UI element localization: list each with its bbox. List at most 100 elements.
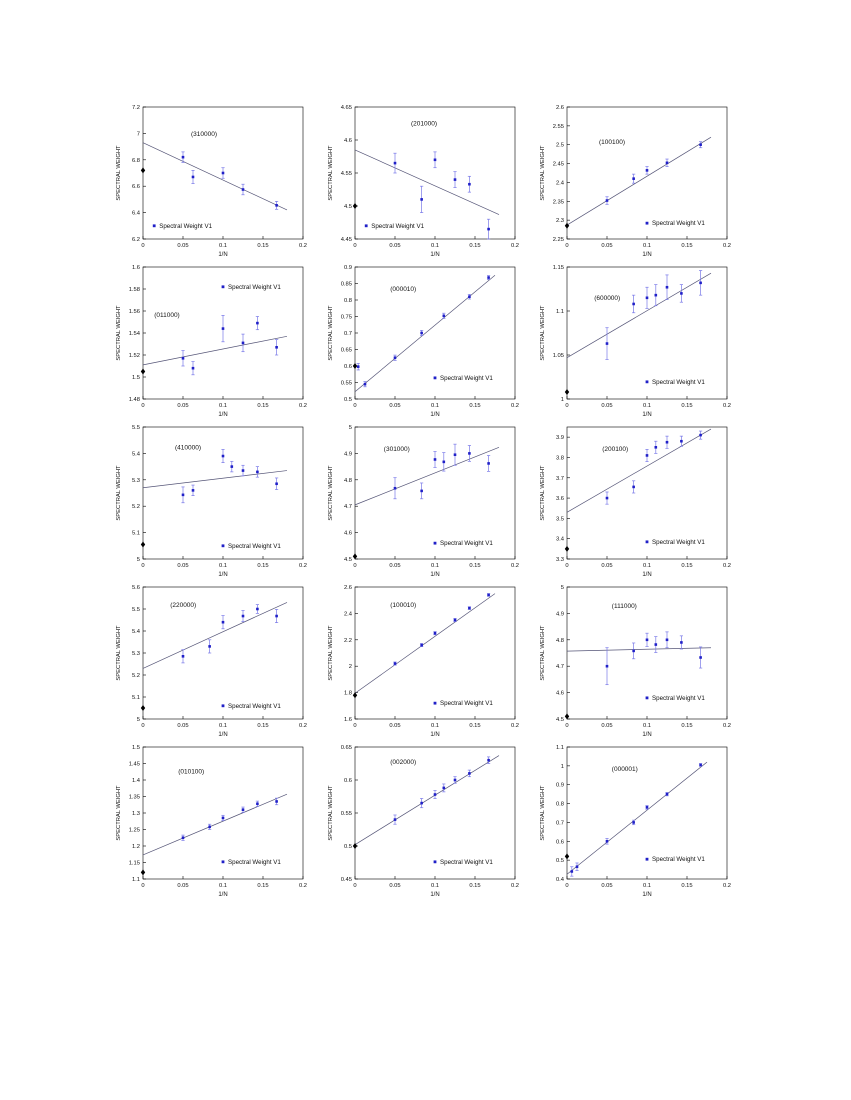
y-axis-label: SPECTRAL WEIGHT xyxy=(116,465,122,521)
data-point xyxy=(442,460,446,464)
y-tick-label: 4.7 xyxy=(556,664,564,670)
y-tick-label: 0.6 xyxy=(556,839,564,845)
diamond-marker xyxy=(352,203,358,209)
data-point xyxy=(680,292,683,295)
y-tick-label: 1.35 xyxy=(129,795,140,801)
fit-line xyxy=(566,647,712,652)
data-point xyxy=(420,801,423,805)
legend-label: Spectral Weight V1 xyxy=(228,859,281,866)
diamond-marker xyxy=(352,843,358,849)
y-axis-label: SPECTRAL WEIGHT xyxy=(116,785,122,841)
subplot-annotation: (200100) xyxy=(602,446,628,453)
data-point xyxy=(275,614,278,618)
subplot-annotation: (220000) xyxy=(170,602,196,609)
x-tick-label: 0.05 xyxy=(601,403,612,409)
y-tick-label: 0.9 xyxy=(344,265,352,271)
data-point xyxy=(632,821,635,824)
y-axis-label: SPECTRAL WEIGHT xyxy=(540,305,546,361)
x-axis-label: 1/N xyxy=(218,572,227,578)
y-axis-label: SPECTRAL WEIGHT xyxy=(116,625,122,681)
data-point xyxy=(208,645,211,648)
y-tick-label: 1.8 xyxy=(344,691,352,697)
y-tick-label: 2.5 xyxy=(556,143,564,149)
x-tick-label: 0.05 xyxy=(389,883,400,889)
x-tick-label: 0.1 xyxy=(219,403,227,409)
data-point xyxy=(605,342,609,345)
fit-line xyxy=(142,470,288,489)
diamond-marker xyxy=(564,713,570,720)
data-point xyxy=(453,178,457,181)
y-tick-label: 4.8 xyxy=(556,638,564,644)
x-axis-label: 1/N xyxy=(430,892,439,898)
x-axis-label: 1/N xyxy=(430,732,439,738)
subplot-002000: 0.45 0.5 0.55 0.6 0.65 0 0.05 0.1 0.15 0.2 1/N SPEC… xyxy=(328,745,519,898)
x-tick-label: 0.05 xyxy=(389,403,400,409)
y-tick-label: 4.9 xyxy=(344,451,352,457)
y-tick-label: 0.85 xyxy=(341,282,352,288)
x-tick-label: 0.05 xyxy=(389,563,400,569)
subplot-annotation: (310000) xyxy=(191,131,217,138)
data-point xyxy=(393,662,397,665)
data-point xyxy=(570,870,574,873)
y-tick-label: 4.55 xyxy=(341,171,352,177)
y-tick-label: 5.4 xyxy=(132,451,141,457)
data-point xyxy=(468,606,471,610)
data-point xyxy=(442,314,446,318)
fit-line xyxy=(142,142,288,211)
diamond-marker xyxy=(352,553,358,560)
data-point xyxy=(191,366,195,370)
data-point xyxy=(680,439,683,443)
data-point xyxy=(645,169,649,172)
y-tick-label: 0.9 xyxy=(556,783,564,789)
x-tick-label: 0.2 xyxy=(511,403,519,409)
y-tick-label: 4.45 xyxy=(341,237,352,243)
diamond-marker xyxy=(564,222,570,229)
x-tick-label: 0.05 xyxy=(177,243,188,249)
data-point xyxy=(453,453,457,457)
data-point xyxy=(221,620,225,624)
fit-line xyxy=(142,602,288,669)
data-point xyxy=(275,204,278,207)
x-tick-label: 0 xyxy=(565,563,568,569)
x-tick-label: 0 xyxy=(565,723,568,729)
data-point xyxy=(632,485,635,489)
data-point xyxy=(241,341,245,345)
plot-frame xyxy=(142,426,304,560)
x-tick-label: 0.05 xyxy=(601,243,612,249)
y-tick-label: 1.52 xyxy=(129,353,140,359)
data-point xyxy=(645,454,649,457)
diamond-marker xyxy=(140,368,146,375)
data-point xyxy=(468,182,471,186)
y-tick-label: 2.35 xyxy=(553,199,564,205)
data-point xyxy=(356,365,360,368)
data-point xyxy=(256,470,259,474)
legend-marker-icon xyxy=(433,376,437,380)
x-tick-label: 0 xyxy=(565,883,568,889)
x-tick-label: 0.2 xyxy=(299,403,307,409)
data-point xyxy=(665,638,669,642)
x-tick-label: 0.1 xyxy=(643,883,651,889)
y-axis-label: SPECTRAL WEIGHT xyxy=(540,145,546,201)
data-point xyxy=(487,593,490,597)
data-point xyxy=(645,296,649,300)
y-tick-label: 1.1 xyxy=(556,745,564,751)
x-tick-label: 0 xyxy=(141,403,144,409)
data-point xyxy=(420,643,423,647)
subplot-100100: 2.25 2.3 2.35 2.4 2.45 2.5 2.55 2.6 0 0.05 0.1 0.15… xyxy=(540,105,731,258)
data-point xyxy=(468,772,471,775)
y-tick-label: 0.6 xyxy=(344,778,352,784)
y-tick-label: 2.6 xyxy=(344,585,352,591)
x-tick-label: 0.05 xyxy=(177,883,188,889)
x-tick-label: 0 xyxy=(141,243,144,249)
x-tick-label: 0.1 xyxy=(431,243,439,249)
y-tick-label: 5.6 xyxy=(132,585,140,591)
x-axis-label: 1/N xyxy=(218,732,227,738)
y-tick-label: 5.1 xyxy=(132,531,140,537)
x-axis-label: 1/N xyxy=(430,252,439,258)
y-axis-label: SPECTRAL WEIGHT xyxy=(116,305,122,361)
data-point xyxy=(453,618,457,622)
y-tick-label: 1.2 xyxy=(132,844,140,850)
x-tick-label: 0.05 xyxy=(177,403,188,409)
y-tick-label: 5.1 xyxy=(132,695,140,701)
y-tick-label: 3.3 xyxy=(556,557,564,563)
